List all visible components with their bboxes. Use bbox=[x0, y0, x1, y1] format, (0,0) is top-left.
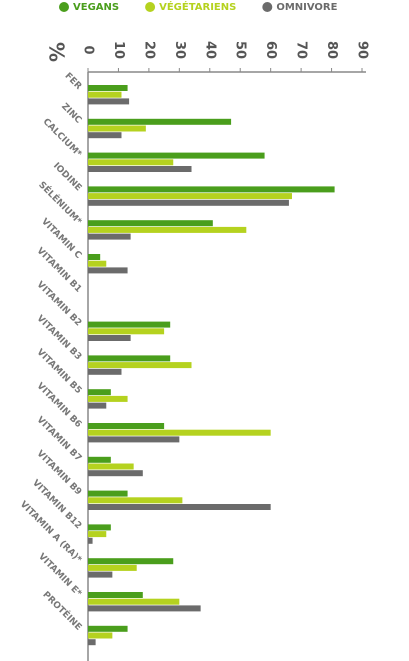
category-label: FER bbox=[63, 71, 84, 92]
bar bbox=[88, 592, 143, 598]
x-tick-label: 20 bbox=[141, 41, 156, 59]
bar bbox=[88, 267, 128, 274]
bar bbox=[88, 91, 122, 98]
bar bbox=[88, 531, 107, 538]
legend-label: OMNIVORE bbox=[276, 2, 337, 13]
bar bbox=[88, 436, 180, 443]
bar bbox=[88, 395, 128, 402]
bar bbox=[88, 199, 289, 206]
legend-label: VÉGÉTARIENS bbox=[159, 0, 236, 13]
bar bbox=[88, 564, 137, 571]
bar bbox=[88, 85, 128, 91]
bar bbox=[88, 260, 107, 267]
bar bbox=[88, 233, 131, 240]
bar bbox=[88, 118, 232, 125]
bar bbox=[88, 355, 171, 362]
bar bbox=[88, 524, 111, 531]
bar bbox=[88, 193, 292, 200]
x-tick-label: 30 bbox=[172, 41, 187, 59]
x-tick-label: 10 bbox=[111, 41, 126, 59]
legend-label: VEGANS bbox=[73, 2, 119, 13]
bar bbox=[88, 328, 165, 335]
bar bbox=[88, 429, 271, 436]
bar bbox=[88, 639, 96, 646]
bar bbox=[88, 226, 247, 233]
bar bbox=[88, 456, 111, 463]
bar bbox=[88, 490, 128, 497]
bar bbox=[88, 537, 93, 544]
x-tick-label: 0 bbox=[81, 45, 96, 54]
category-label: ZINC bbox=[59, 102, 83, 126]
bar bbox=[88, 362, 192, 369]
bar bbox=[88, 125, 146, 132]
x-tick-label: 40 bbox=[202, 41, 217, 59]
bar bbox=[88, 463, 134, 470]
bar bbox=[88, 132, 122, 139]
bar bbox=[88, 605, 201, 612]
category-label: IODINE bbox=[51, 161, 83, 193]
legend-marker bbox=[145, 2, 156, 12]
bar bbox=[88, 389, 111, 396]
bar bbox=[88, 402, 107, 409]
category-label: VITAMIN A (RA)* bbox=[18, 500, 84, 566]
legend-marker bbox=[262, 2, 273, 12]
x-tick-label: 60 bbox=[263, 41, 278, 59]
bar bbox=[88, 159, 174, 166]
bar bbox=[88, 625, 128, 632]
bar bbox=[88, 558, 174, 565]
bar bbox=[88, 220, 213, 227]
bar bbox=[88, 98, 130, 105]
bar bbox=[88, 470, 143, 477]
bar bbox=[88, 186, 335, 193]
bar bbox=[88, 321, 171, 328]
bar bbox=[88, 598, 180, 605]
x-tick-label: 50 bbox=[233, 41, 248, 59]
bar bbox=[88, 152, 265, 159]
x-tick-label: 70 bbox=[294, 41, 309, 59]
bar bbox=[88, 254, 101, 260]
bar bbox=[88, 632, 113, 639]
bar bbox=[88, 571, 113, 578]
bar bbox=[88, 166, 192, 172]
bar bbox=[88, 335, 131, 341]
bar bbox=[88, 368, 122, 375]
legend-marker bbox=[59, 2, 69, 12]
x-axis-label: % bbox=[45, 42, 69, 62]
bar bbox=[88, 504, 271, 510]
x-tick-label: 80 bbox=[324, 41, 339, 59]
bar bbox=[88, 423, 165, 429]
x-tick-label: 90 bbox=[355, 41, 370, 59]
bar bbox=[88, 497, 183, 504]
